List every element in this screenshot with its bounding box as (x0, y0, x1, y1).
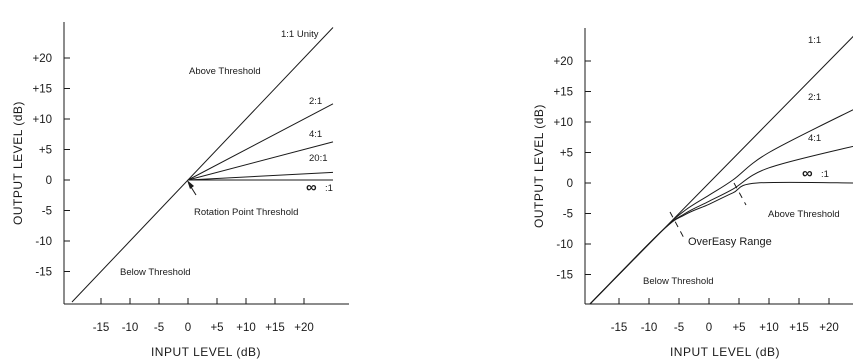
rotation-pointer-arrow (190, 186, 197, 196)
x-tick-label: +15 (265, 322, 285, 334)
y-axis-title: OUTPUT LEVEL (dB) (532, 104, 546, 228)
y-tick-label: 0 (567, 178, 573, 190)
series-line (589, 145, 853, 304)
series-line (187, 141, 334, 181)
y-tick-labels: +20 +15 +10 +5 0 -5 -10 -15 (32, 53, 52, 279)
y-axis-title: OUTPUT LEVEL (dB) (11, 101, 25, 225)
x-tick-label: -10 (122, 322, 139, 334)
y-tick-labels: +20 +15 +10 +5 0 -5 -10 -15 (553, 56, 573, 282)
x-tick-label: +10 (759, 322, 779, 334)
x-tick-labels: -15 -10 -5 0 +5 +10 +15 +20 (93, 322, 314, 334)
x-axis-title: INPUT LEVEL (dB) (670, 345, 780, 359)
above-threshold-label: Above Threshold (189, 66, 261, 77)
x-tick-label: +20 (294, 322, 314, 334)
below-threshold-label: Below Threshold (643, 276, 714, 287)
rotation-pointer-arrowhead (187, 180, 194, 189)
x-tick-label: -15 (93, 322, 110, 334)
series-line (187, 171, 334, 181)
series-label-4-1: 4:1 (808, 133, 821, 144)
y-tick-label: +10 (32, 114, 52, 126)
y-tick-label: +5 (39, 145, 52, 157)
overeasy-compression-chart: +20+15+10+50-5-10-15 -15 -10 -5 0 +5 +10 +15 +2… (532, 28, 853, 359)
x-tick-label: 0 (706, 322, 712, 334)
infinity-icon: ∞ (306, 179, 317, 196)
series-label-2-1: 2:1 (309, 96, 322, 107)
below-threshold-label: Below Threshold (120, 267, 191, 278)
series-label-1-1: 1:1 Unity (281, 29, 319, 40)
y-tick-label: +15 (553, 87, 573, 99)
series-label-inf-1: :1 (821, 169, 829, 180)
y-tick-label: +20 (553, 56, 573, 68)
y-tick-marks (585, 60, 591, 275)
rotation-point-label: Rotation Point Threshold (194, 207, 298, 218)
x-tick-label: -15 (611, 322, 628, 334)
x-tick-label: -5 (154, 322, 164, 334)
x-tick-marks (100, 298, 305, 304)
y-tick-label: -10 (35, 236, 52, 248)
y-tick-label: +15 (32, 84, 52, 96)
series-label-inf-1: :1 (325, 183, 333, 194)
series-line (71, 27, 334, 303)
x-tick-label: +15 (789, 322, 809, 334)
y-tick-label: +10 (553, 117, 573, 129)
y-tick-label: -5 (563, 209, 573, 221)
x-tick-label: +10 (236, 322, 256, 334)
above-threshold-label: Above Threshold (768, 209, 840, 220)
infinity-icon: ∞ (802, 165, 813, 182)
series-label-1-1: 1:1 (808, 35, 821, 46)
y-tick-label: -15 (35, 267, 52, 279)
x-tick-label: -5 (674, 322, 684, 334)
y-tick-label: +20 (32, 53, 52, 65)
hard-knee-compression-chart: +20+15+10+50-5-10-15 -15 -10 -5 0 +5 +10 +15 +2… (11, 22, 349, 359)
series-line (589, 181, 853, 304)
overeasy-lower-boundary-dashed (669, 211, 686, 241)
overeasy-upper-boundary-dashed (733, 182, 747, 206)
x-axis-title: INPUT LEVEL (dB) (151, 345, 261, 359)
series-line (187, 103, 334, 181)
series-lines (589, 35, 853, 304)
series-lines (71, 27, 334, 303)
x-tick-marks (618, 298, 830, 304)
y-tick-marks (64, 57, 70, 272)
series-label-4-1: 4:1 (309, 129, 322, 140)
y-tick-label: 0 (46, 175, 52, 187)
y-tick-label: -10 (556, 239, 573, 251)
x-tick-label: +5 (210, 322, 223, 334)
series-label-2-1: 2:1 (808, 92, 821, 103)
y-tick-label: -15 (556, 270, 573, 282)
overeasy-range-label: OverEasy Range (688, 236, 772, 248)
x-tick-label: 0 (185, 322, 191, 334)
y-tick-label: +5 (560, 148, 573, 160)
x-tick-label: +5 (732, 322, 745, 334)
x-tick-labels: -15 -10 -5 0 +5 +10 +15 +20 (611, 322, 839, 334)
x-tick-label: -10 (641, 322, 658, 334)
y-tick-label: -5 (42, 206, 52, 218)
x-tick-label: +20 (819, 322, 839, 334)
series-label-20-1: 20:1 (309, 153, 328, 164)
